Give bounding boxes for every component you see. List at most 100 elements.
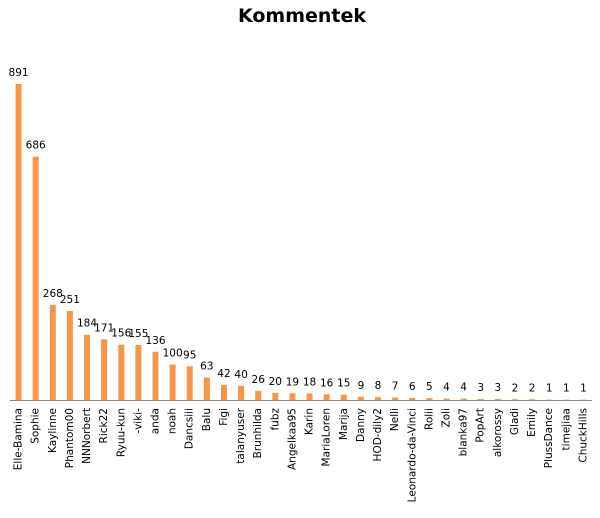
bar-talanyuser bbox=[238, 385, 245, 400]
bar-MariaLoren bbox=[323, 394, 330, 400]
bar-Elle-Bamina bbox=[15, 84, 22, 400]
value-label: 1 bbox=[563, 383, 570, 395]
category-label: HOD-dily2 bbox=[372, 408, 384, 461]
bar-Kaylinne bbox=[49, 304, 56, 400]
bar-Brunhilda bbox=[255, 390, 262, 400]
value-label: 63 bbox=[200, 361, 213, 373]
bar-Rick22 bbox=[101, 339, 108, 400]
category-label: Figi bbox=[218, 408, 230, 426]
value-label: 15 bbox=[337, 378, 350, 390]
chart-title: Kommentek bbox=[238, 5, 366, 27]
category-label: Karin bbox=[304, 408, 316, 435]
value-label: 26 bbox=[252, 374, 266, 386]
bar-Ryuu-kun bbox=[118, 344, 125, 400]
category-label: Marija bbox=[338, 408, 350, 440]
value-label: 251 bbox=[60, 294, 80, 306]
category-label: Ryuu-kun bbox=[115, 408, 127, 457]
value-label: 9 bbox=[358, 380, 365, 392]
bar--viki- bbox=[135, 345, 142, 400]
category-label: fubz bbox=[269, 408, 281, 431]
value-label: 4 bbox=[460, 382, 467, 394]
category-label: Rick22 bbox=[98, 408, 110, 443]
bar-Dancsiii bbox=[186, 366, 193, 400]
value-label: 3 bbox=[477, 382, 484, 394]
value-label: 42 bbox=[217, 368, 230, 380]
category-label: Rolii bbox=[423, 408, 435, 430]
value-label: 20 bbox=[269, 376, 282, 388]
category-label: timejiaa bbox=[560, 408, 572, 450]
value-label: 1 bbox=[580, 383, 587, 395]
bar-Figi bbox=[220, 385, 227, 400]
bar-Angelkaa95 bbox=[289, 393, 296, 400]
bars-group bbox=[15, 84, 587, 400]
value-label: 2 bbox=[512, 382, 519, 394]
bar-PopArt bbox=[477, 398, 484, 400]
value-label: 95 bbox=[183, 349, 196, 361]
category-label: -viki- bbox=[132, 408, 144, 434]
category-label: Brunhilda bbox=[252, 408, 264, 458]
bar-Danny bbox=[357, 396, 364, 400]
bar-noah bbox=[169, 364, 176, 400]
bar-Emily bbox=[529, 399, 536, 400]
value-label: 156 bbox=[111, 328, 131, 340]
value-label: 2 bbox=[529, 382, 536, 394]
category-label: PlussDance bbox=[543, 408, 555, 468]
category-label: PopArt bbox=[475, 408, 487, 443]
bar-alkorossy bbox=[494, 398, 501, 400]
bar-Phantom00 bbox=[66, 310, 73, 400]
value-label: 1 bbox=[546, 383, 553, 395]
category-label: blanka97 bbox=[458, 408, 470, 456]
category-label: MariaLoren bbox=[321, 408, 333, 466]
category-label: NNNorbert bbox=[81, 408, 93, 464]
value-label: 268 bbox=[43, 288, 63, 300]
category-label: alkorossy bbox=[492, 408, 504, 457]
value-label: 136 bbox=[145, 335, 165, 347]
value-label: 100 bbox=[163, 348, 183, 360]
value-label: 3 bbox=[495, 382, 502, 394]
value-label: 171 bbox=[94, 322, 114, 334]
category-label: Zoli bbox=[441, 408, 453, 427]
value-label: 18 bbox=[303, 377, 316, 389]
bar-Leonardo-da-Vinci bbox=[409, 397, 416, 400]
value-label: 7 bbox=[392, 381, 399, 393]
category-label: noah bbox=[167, 408, 179, 434]
bar-Marija bbox=[340, 394, 347, 400]
value-label: 8 bbox=[375, 380, 382, 392]
bar-Rolii bbox=[426, 398, 433, 400]
category-label: Sophie bbox=[30, 408, 42, 444]
category-label: Elle-Bamina bbox=[13, 408, 25, 470]
category-label: Nelli bbox=[389, 408, 401, 431]
bar-Nelli bbox=[392, 397, 399, 400]
value-label: 4 bbox=[443, 382, 450, 394]
bar-anda bbox=[152, 351, 159, 400]
value-label: 16 bbox=[320, 377, 334, 389]
category-labels-group: Elle-Bamina Sophie Kaylinne Phantom00 NNNorb… bbox=[13, 407, 590, 502]
value-label: 155 bbox=[128, 328, 148, 340]
category-label: Balu bbox=[201, 408, 213, 431]
category-label: Danny bbox=[355, 408, 367, 442]
category-label: talanyuser bbox=[235, 407, 247, 463]
category-label: Emily bbox=[526, 408, 538, 437]
value-label: 686 bbox=[26, 140, 46, 152]
bar-Balu bbox=[203, 377, 210, 400]
category-label: Leonardo-da-Vinci bbox=[406, 408, 418, 502]
value-label: 184 bbox=[77, 318, 97, 330]
category-label: Angelkaa95 bbox=[286, 408, 298, 470]
category-label: anda bbox=[150, 408, 162, 434]
category-label: ChuckHills bbox=[577, 408, 589, 463]
bar-Zoli bbox=[443, 398, 450, 400]
category-label: Kaylinne bbox=[47, 408, 59, 453]
bar-Karin bbox=[306, 393, 313, 400]
category-label: Gladi bbox=[509, 408, 521, 435]
bar-HOD-dily2 bbox=[375, 397, 382, 400]
category-label: Dancsiii bbox=[184, 408, 196, 449]
bar-blanka97 bbox=[460, 398, 467, 400]
bar-NNNorbert bbox=[84, 334, 91, 400]
category-label: Phantom00 bbox=[64, 408, 76, 468]
value-label: 6 bbox=[409, 381, 416, 393]
bar-Sophie bbox=[32, 156, 39, 400]
value-label: 5 bbox=[426, 381, 433, 393]
bar-Gladi bbox=[511, 399, 518, 400]
